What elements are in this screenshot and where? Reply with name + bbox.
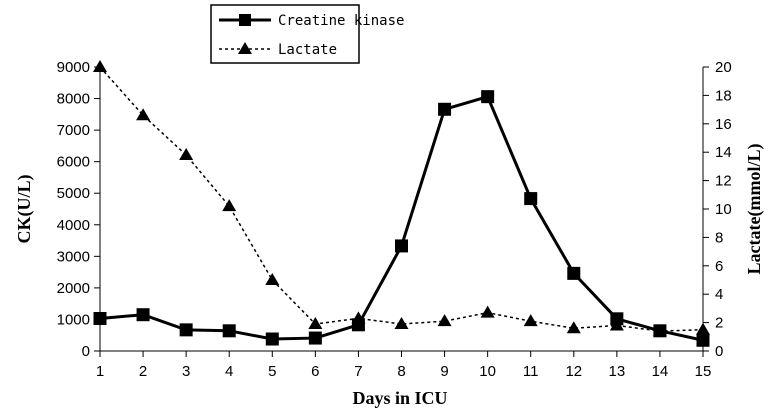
lactate-point	[609, 318, 624, 331]
y-left-tick-label: 2000	[57, 280, 90, 297]
legend-box	[210, 4, 360, 64]
lactate-point	[351, 311, 366, 324]
x-tick-label: 7	[354, 363, 362, 380]
x-tick-label: 6	[311, 363, 319, 380]
y-right-tick-label: 10	[715, 201, 732, 218]
lactate-point	[308, 317, 323, 330]
lactate-point	[136, 108, 151, 121]
y-right-tick-label: 18	[715, 87, 732, 104]
legend-label-ck: Creatine kinase	[278, 13, 404, 29]
lactate-point	[222, 199, 237, 212]
y-axis-left-title: CK(U/L)	[14, 175, 35, 244]
legend: Creatine kinase Lactate	[210, 4, 404, 64]
lactate-point	[566, 321, 581, 334]
x-tick-label: 11	[523, 363, 539, 380]
x-tick-label: 10	[479, 363, 496, 380]
ck-point	[222, 324, 236, 338]
y-left-tick-label: 0	[82, 343, 90, 360]
ck-point	[438, 102, 452, 116]
x-ticks: 1 2 3 4 5 6 7 8 9 10 11 12 13 14 15	[96, 351, 712, 380]
lactate-line	[99, 66, 704, 332]
lactate-point	[265, 273, 280, 285]
lactate-point	[523, 314, 538, 327]
ck-point	[265, 332, 279, 346]
y-right-tick-label: 16	[715, 116, 732, 133]
y-right-tick-label: 4	[715, 286, 723, 303]
lactate-point	[696, 322, 710, 335]
y-left-ticks: 0 1000 2000 3000 4000 5000 6000 7000 8000 9000	[57, 59, 100, 360]
lactate-point	[652, 324, 667, 337]
y-right-tick-label: 20	[715, 59, 732, 76]
y-right-tick-label: 14	[715, 144, 732, 161]
lactate-point	[394, 317, 409, 330]
ck-point	[136, 308, 150, 322]
y-left-tick-label: 5000	[57, 185, 90, 202]
ck-point	[696, 333, 710, 347]
x-tick-label: 14	[652, 363, 669, 380]
y-axis-right-title: Lactate(mmol/L)	[744, 144, 765, 275]
lactate-point	[179, 148, 194, 161]
y-left-tick-label: 7000	[57, 122, 90, 139]
ck-line	[99, 95, 704, 342]
axes	[99, 67, 704, 352]
x-tick-label: 4	[225, 363, 233, 380]
x-tick-label: 13	[609, 363, 626, 380]
x-tick-label: 9	[440, 363, 448, 380]
legend-marker-square	[239, 14, 251, 26]
x-tick-label: 12	[565, 363, 582, 380]
x-axis-title: Days in ICU	[352, 388, 447, 408]
x-tick-label: 3	[182, 363, 190, 380]
x-tick-label: 8	[397, 363, 405, 380]
ck-point	[93, 311, 107, 325]
x-tick-label: 15	[695, 363, 712, 380]
y-left-tick-label: 3000	[57, 248, 90, 265]
lactate-point	[93, 60, 107, 72]
y-right-tick-label: 6	[715, 258, 723, 275]
lactate-point	[437, 314, 452, 327]
x-tick-label: 5	[268, 363, 276, 380]
legend-label-lactate: Lactate	[278, 42, 337, 58]
y-right-tick-label: 0	[715, 343, 723, 360]
series-creatine-kinase	[93, 90, 710, 347]
y-left-tick-label: 6000	[57, 154, 90, 171]
y-left-tick-label: 4000	[57, 217, 90, 234]
ck-point	[179, 323, 193, 337]
y-left-tick-label: 9000	[57, 59, 90, 76]
y-right-tick-label: 12	[715, 173, 732, 190]
ck-point	[308, 331, 322, 345]
x-tick-label: 2	[139, 363, 147, 380]
ck-point	[524, 192, 538, 206]
x-tick-label: 1	[96, 363, 104, 380]
y-right-ticks: 0 2 4 6 8 10 12 14 16 18 20	[703, 59, 732, 360]
ck-point	[395, 239, 408, 253]
ck-point	[567, 266, 581, 280]
y-left-tick-label: 8000	[57, 91, 90, 108]
legend-marker-triangle	[238, 42, 252, 54]
y-right-tick-label: 2	[715, 315, 723, 332]
y-right-tick-label: 8	[715, 229, 723, 246]
y-left-tick-label: 1000	[57, 311, 90, 328]
series-lactate	[93, 60, 710, 337]
lactate-point	[480, 305, 495, 318]
ck-point	[481, 90, 495, 104]
